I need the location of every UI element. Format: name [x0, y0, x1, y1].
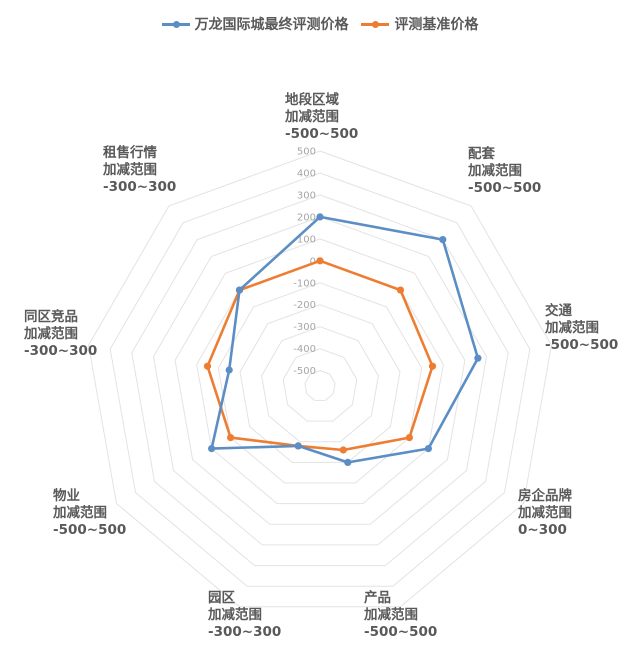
category-label-property-management: 物业 加减范围 -500~500 [53, 488, 127, 538]
category-label-product: 产品 加减范围 -500~500 [364, 590, 438, 640]
data-point-marker [339, 446, 347, 454]
category-label-transport: 交通 加减范围 -500~500 [545, 303, 619, 353]
grid-ring [282, 348, 358, 422]
data-point-marker [316, 257, 324, 265]
axis-tick-label: 300 [297, 190, 316, 201]
axis-tick-label: 500 [297, 147, 316, 158]
data-point-marker [203, 362, 212, 370]
data-point-marker [208, 445, 216, 453]
data-point-marker [396, 286, 405, 294]
axis-tick-label: -300 [293, 322, 316, 333]
axis-tick-label: -400 [293, 344, 316, 355]
data-point-marker [235, 286, 244, 294]
legend-line-marker-icon [161, 19, 190, 29]
grid-ring [261, 326, 379, 443]
legend-line-marker-icon [361, 19, 390, 29]
data-point-marker [225, 366, 233, 374]
radar-grid [88, 150, 552, 608]
grid-ring [217, 282, 423, 484]
category-label-park: 园区 加减范围 -300~300 [208, 590, 282, 640]
grid-ring [152, 216, 488, 546]
legend-label: 评测基准价格 [394, 17, 479, 33]
data-point-marker [424, 445, 432, 453]
grid-ring [196, 260, 444, 505]
category-label-amenities: 配套 加减范围 -500~500 [468, 146, 542, 196]
data-point-marker [428, 362, 437, 370]
grid-ring [304, 370, 336, 401]
axis-tick-label: -200 [293, 300, 316, 311]
data-point-marker [294, 442, 302, 450]
axis-tick-label: 200 [297, 212, 316, 223]
axis-tick-label: 100 [297, 234, 316, 245]
grid-ring [131, 194, 509, 567]
data-point-marker [439, 236, 447, 244]
axis-tick-label: 0 [310, 256, 316, 267]
legend-label: 万龙国际城最终评测价格 [194, 17, 349, 33]
data-point-marker [474, 354, 482, 362]
category-label-developer-brand: 房企品牌 加减范围 0~300 [518, 488, 572, 538]
data-point-marker [344, 458, 352, 466]
series-line [206, 259, 434, 452]
category-label-location: 地段区域 加减范围 -500~500 [285, 92, 359, 142]
category-label-competitors: 同区竞品 加减范围 -300~300 [24, 309, 98, 359]
grid-ring [109, 172, 531, 587]
data-point-marker [316, 213, 324, 221]
grid-ring [239, 304, 401, 463]
grid-ring [174, 238, 466, 525]
radar-axis-ticks: 500 400 300 200 100 0 -100 -200 -300 -400 -500 [293, 147, 316, 378]
category-label-rental-market: 租售行情 加减范围 -300~300 [103, 145, 177, 195]
chart-legend: 万龙国际城最终评测价格 评测基准价格 [0, 14, 640, 34]
series-line [210, 215, 480, 464]
legend-item-base-price: 评测基准价格 [361, 14, 478, 34]
axis-tick-label: -100 [293, 278, 316, 289]
axis-tick-label: -500 [293, 366, 316, 377]
axis-tick-label: 400 [297, 168, 316, 179]
data-point-marker [227, 434, 235, 442]
grid-ring [88, 150, 552, 608]
data-point-marker [405, 434, 413, 442]
radar-series [203, 213, 482, 466]
legend-item-final-price: 万龙国际城最终评测价格 [161, 14, 349, 34]
